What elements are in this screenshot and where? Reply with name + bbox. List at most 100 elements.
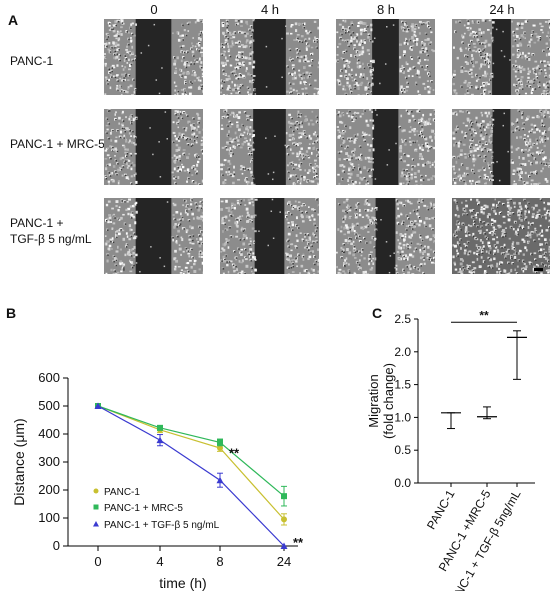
floating-cell: [500, 50, 503, 52]
cell-speck: [349, 126, 352, 130]
cell-speck: [303, 22, 306, 25]
cell-shadow: [489, 252, 492, 254]
cell-speck: [233, 165, 236, 169]
cell-speck: [173, 62, 177, 66]
cell-speck: [223, 50, 226, 53]
cell-speck: [490, 151, 494, 154]
cell-speck: [313, 165, 317, 169]
cell-speck: [231, 80, 234, 84]
cell-speck: [349, 215, 352, 218]
cell-speck: [420, 125, 423, 128]
cell-shadow: [351, 119, 353, 121]
cell-speck: [245, 236, 248, 240]
cell-shadow: [117, 89, 119, 92]
cell-speck: [533, 87, 536, 89]
cell-speck: [406, 257, 409, 261]
cell-speck: [346, 242, 349, 244]
cell-speck: [317, 184, 319, 185]
cell-speck: [401, 234, 404, 238]
cell-speck: [241, 259, 244, 263]
cell-shadow: [476, 36, 478, 38]
cell-speck: [183, 50, 185, 54]
cell-shadow: [412, 165, 414, 168]
cell-speck: [317, 26, 319, 30]
cell-speck: [351, 224, 354, 227]
cell-speck: [350, 68, 353, 72]
cell-shadow: [500, 211, 503, 214]
cell-shadow: [310, 164, 312, 166]
cell-speck: [339, 74, 343, 78]
cell-shadow: [516, 90, 518, 92]
cell-speck: [298, 22, 301, 26]
cell-speck: [520, 78, 523, 82]
cell-speck: [546, 35, 548, 38]
cell-speck: [291, 152, 295, 155]
cell-shadow: [528, 202, 530, 205]
cell-shadow: [306, 211, 308, 214]
cell-shadow: [491, 232, 493, 234]
cell-shadow: [123, 269, 125, 271]
cell-speck: [516, 22, 520, 26]
cell-speck: [353, 140, 356, 144]
cell-speck: [470, 72, 473, 75]
cell-speck: [312, 240, 314, 243]
cell-speck: [542, 113, 545, 116]
cell-speck: [467, 83, 471, 87]
cell-speck: [240, 52, 243, 54]
cell-speck: [113, 213, 116, 216]
cell-speck: [359, 21, 363, 25]
cell-speck: [308, 255, 312, 259]
cell-speck: [545, 216, 547, 220]
cell-speck: [357, 84, 360, 87]
cell-speck: [415, 38, 419, 41]
cell-speck: [459, 270, 462, 274]
cell-shadow: [481, 57, 484, 59]
cell-speck: [126, 90, 129, 94]
cell-speck: [241, 123, 244, 127]
cell-speck: [187, 252, 191, 255]
cell-speck: [431, 129, 435, 133]
cell-speck: [510, 206, 513, 210]
cell-speck: [466, 92, 470, 94]
cell-shadow: [288, 146, 290, 148]
cell-speck: [423, 59, 427, 61]
cell-shadow: [369, 256, 371, 258]
cell-speck: [175, 144, 179, 147]
cell-shadow: [459, 21, 461, 23]
cell-speck: [116, 79, 119, 81]
cell-speck: [106, 174, 109, 177]
cell-speck: [481, 120, 485, 123]
cell-speck: [350, 118, 353, 120]
cell-shadow: [289, 178, 291, 180]
cell-speck: [287, 120, 291, 124]
cell-speck: [479, 232, 482, 234]
cell-speck: [113, 257, 117, 260]
cell-speck: [411, 23, 414, 27]
cell-shadow: [350, 88, 352, 91]
cell-speck: [131, 22, 134, 25]
cell-shadow: [375, 229, 377, 232]
cell-speck: [249, 126, 252, 129]
cell-shadow: [223, 70, 225, 72]
cell-shadow: [288, 246, 290, 248]
cell-speck: [117, 180, 121, 182]
cell-speck: [403, 257, 406, 260]
cell-speck: [288, 72, 291, 75]
cell-speck: [114, 111, 118, 114]
cell-speck: [300, 121, 302, 125]
cell-speck: [296, 143, 300, 146]
cell-speck: [399, 233, 402, 236]
cell-shadow: [291, 92, 293, 94]
cell-shadow: [202, 242, 203, 245]
cell-speck: [184, 61, 186, 64]
micrograph-cell: [104, 109, 203, 185]
cell-speck: [415, 184, 418, 185]
cell-shadow: [298, 254, 300, 256]
cell-speck: [243, 272, 246, 274]
cell-shadow: [221, 43, 224, 46]
cell-speck: [454, 181, 457, 185]
cell-shadow: [237, 63, 239, 66]
cell-shadow: [243, 62, 245, 65]
cell-shadow: [238, 248, 240, 250]
cell-speck: [317, 165, 319, 168]
